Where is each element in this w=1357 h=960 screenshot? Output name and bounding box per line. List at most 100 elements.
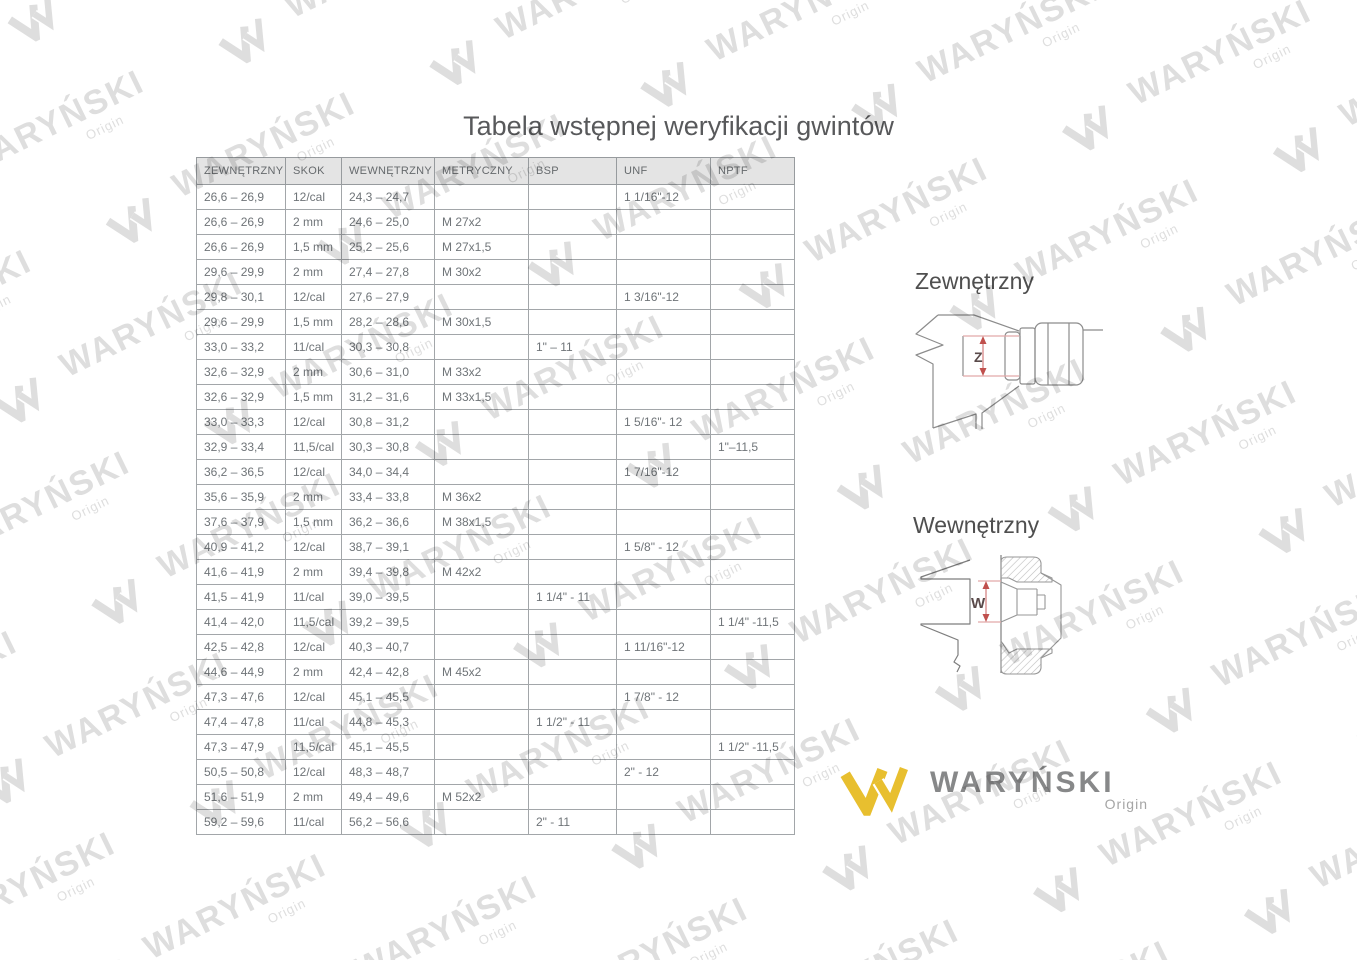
table-cell [434,534,529,560]
table-cell [528,359,617,385]
table-cell: 31,2 – 31,6 [341,384,435,410]
table-cell [710,784,795,810]
table-cell: 26,6 – 26,9 [196,184,286,210]
table-cell: 2" - 12 [616,759,711,785]
table-cell: 11,5/cal [285,609,342,635]
table-cell: 1 7/16"-12 [616,459,711,485]
watermark-w-icon [1041,476,1117,542]
table-row: 50,5 – 50,8 12/cal 48,3 – 48,7 2" - 12 [196,759,795,785]
table-cell: 2" - 11 [528,809,617,835]
watermark-text: WARYŃSKI [68,0,263,4]
watermark-text: WARYŃSKI [1206,574,1357,696]
watermark-unit: WARYŃSKI Origin [0,63,157,232]
table-cell [528,784,617,810]
table-cell: 34,0 – 34,4 [341,459,435,485]
watermark-subtext: Origin [68,492,112,524]
table-cell [710,284,795,310]
table-cell: 11/cal [285,334,342,360]
table-cell [528,384,617,410]
watermark-w-icon [1139,677,1215,743]
table-cell: 1 1/4" - 11 [528,584,617,610]
table-cell: 41,4 – 42,0 [196,609,286,635]
table-row: 29,8 – 30,1 12/cal 27,6 – 27,9 1 3/16"-12 [196,284,795,310]
watermark-text: WARYŃSKI [490,0,685,48]
table-cell [710,584,795,610]
table-row: 29,6 – 29,9 2 mm 27,4 – 27,8 M 30x2 [196,259,795,285]
table-cell: 25,2 – 25,6 [341,234,435,260]
table-cell: 2 mm [285,559,342,585]
watermark-unit: WARYŃSKI Origin [1248,394,1357,564]
table-cell [434,284,529,310]
table-cell [710,759,795,785]
table-cell: 32,6 – 32,9 [196,359,286,385]
table-cell: 11/cal [285,809,342,835]
watermark-subtext: Origin [828,0,872,29]
table-cell: 1 7/8" - 12 [616,684,711,710]
table-cell: 1 11/16"-12 [616,634,711,660]
table-cell [616,359,711,385]
table-cell [616,584,711,610]
table-cell [710,684,795,710]
table-cell: 12/cal [285,684,342,710]
watermark-w-icon [0,367,62,433]
table-row: 33,0 – 33,3 12/cal 30,8 – 31,2 1 5/16"- 12 [196,409,795,435]
table-cell [710,484,795,510]
table-cell: 28,2 – 28,6 [341,309,435,335]
table-cell: 26,6 – 26,9 [196,234,286,260]
table-cell [528,734,617,760]
table-cell [434,184,529,210]
watermark-w-icon [99,187,175,253]
table-cell: 27,6 – 27,9 [341,284,435,310]
table-cell: 45,1 – 45,5 [341,734,435,760]
watermark-unit: WARYŃSKI Origin [630,0,902,118]
table-cell: 38,7 – 39,1 [341,534,435,560]
table-cell: 11/cal [285,709,342,735]
table-cell [710,334,795,360]
z-dimension: Z [963,335,1019,377]
table-cell [710,509,795,535]
table-cell [434,584,529,610]
table-cell [528,309,617,335]
watermark-w-icon [830,454,906,520]
watermark-unit: WARYŃSKI Origin [1234,775,1357,945]
table-cell [434,334,529,360]
watermark-unit: WARYŃSKI Origin [0,623,30,793]
table-row: 47,4 – 47,8 11/cal 44,8 – 45,3 1 1/2" - 11 [196,709,795,735]
table-cell [710,534,795,560]
watermark-text: WARYŃSKI [137,846,333,960]
table-cell [616,709,711,735]
table-cell: 11,5/cal [285,734,342,760]
table-cell [434,409,529,435]
table-row: 29,6 – 29,9 1,5 mm 28,2 – 28,6 M 30x1,5 [196,309,795,335]
watermark-subtext: Origin [265,895,309,927]
column-header: UNF [616,157,711,185]
watermark-text: WARYŃSKI [559,889,755,960]
table-row: 47,3 – 47,9 11,5/cal 45,1 – 45,5 1 1/2" -11… [196,734,795,760]
watermark-unit: WARYŃSKI Origin [0,824,128,960]
table-cell: 1 5/8" - 12 [616,534,711,560]
table-cell: 1,5 mm [285,309,342,335]
watermark-unit: WARYŃSKI Origin [910,933,1182,960]
table-cell: 39,0 – 39,5 [341,584,435,610]
table-cell: 32,9 – 33,4 [196,434,286,460]
table-cell [616,209,711,235]
table-cell [528,459,617,485]
table-cell: M 33x1,5 [434,384,529,410]
watermark-subtext: Origin [1235,421,1279,454]
table-cell: M 30x2 [434,259,529,285]
watermark-w-icon [1,0,77,52]
table-cell: 1,5 mm [285,234,342,260]
table-cell [710,409,795,435]
table-cell [434,634,529,660]
column-header: ZEWNĘTRZNY [196,157,286,185]
brand-subtitle: Origin [1104,796,1148,812]
internal-thread-diagram: W [920,555,1062,675]
table-cell [434,684,529,710]
table-cell: 36,2 – 36,6 [341,509,435,535]
table-cell [528,284,617,310]
brand-name: WARYŃSKI [930,766,1115,799]
table-cell [616,734,711,760]
table-cell: 1 3/16"-12 [616,284,711,310]
watermark-text: WARYŃSKI [1319,394,1357,516]
table-cell: 41,5 – 41,9 [196,584,286,610]
